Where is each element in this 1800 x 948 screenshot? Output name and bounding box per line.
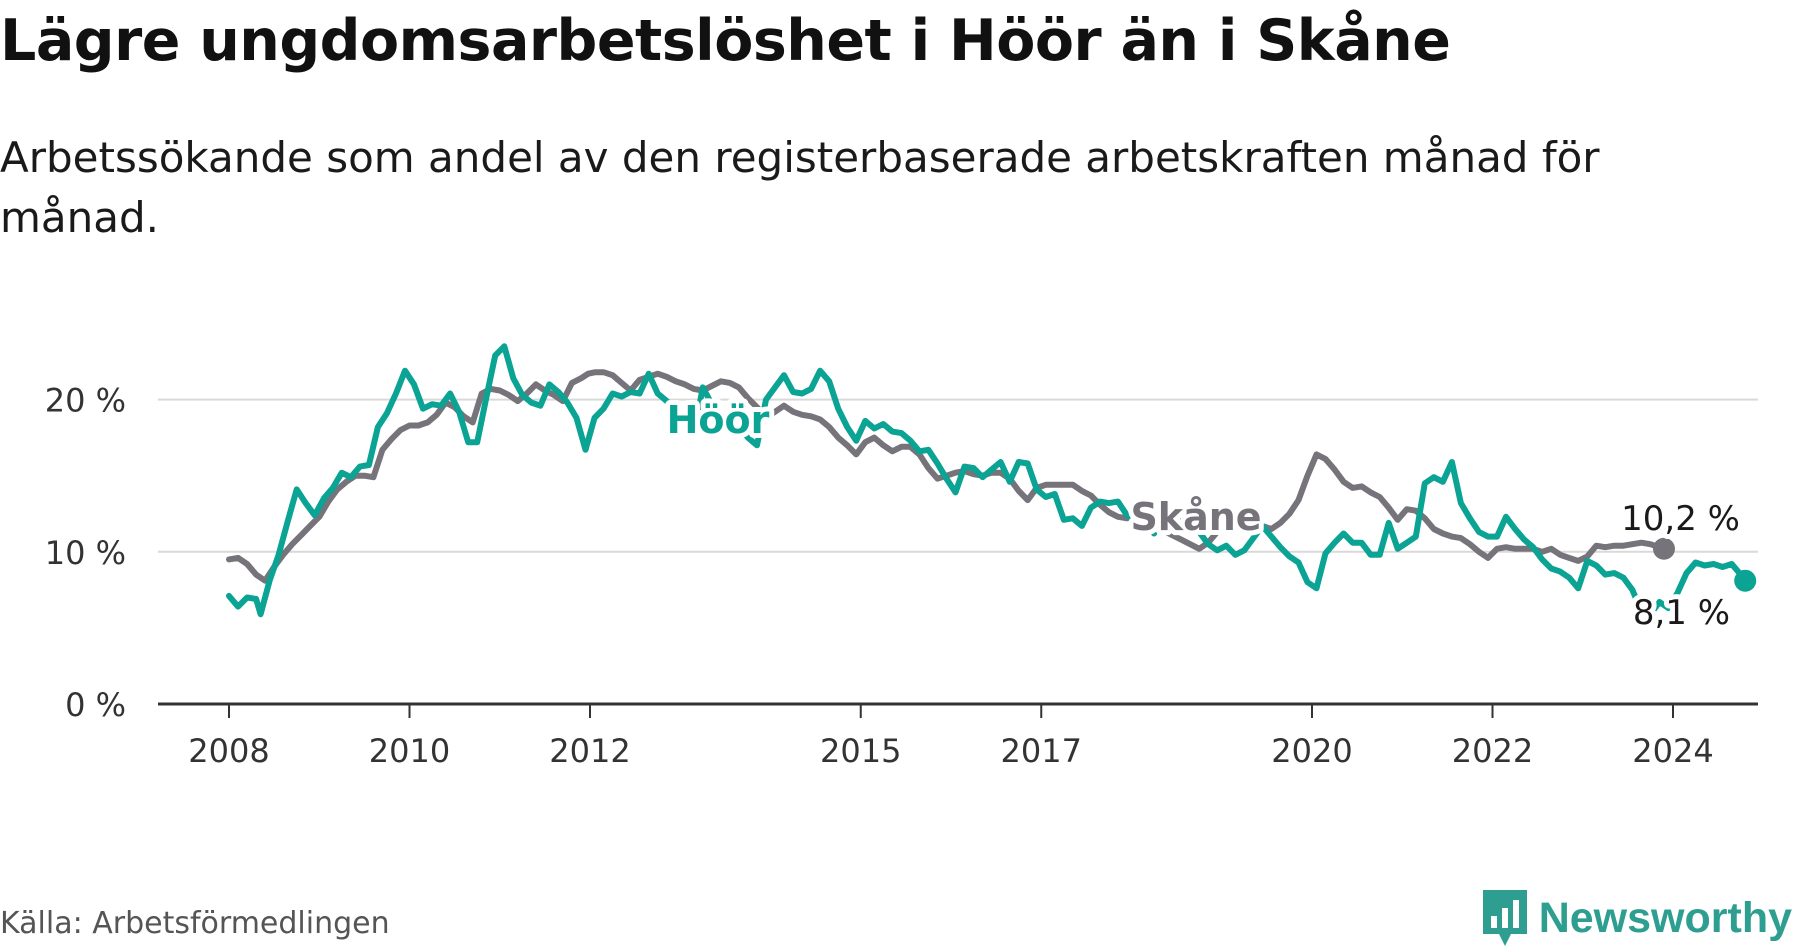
- x-tick-label: 2022: [1452, 732, 1533, 770]
- y-axis-ticks: 0 % 10 % 20 %: [45, 382, 126, 724]
- end-label-skane: 10,2 %: [1621, 499, 1740, 539]
- x-axis-ticks: 2008 2010 2012 2015 2017 2020 2022 2024: [188, 704, 1714, 770]
- end-point-skane: [1652, 537, 1675, 560]
- series-lines: [226, 343, 1757, 618]
- y-tick-label: 10 %: [45, 534, 126, 572]
- chart-title: Lägre ungdomsarbetslöshet i Höör än i Sk…: [0, 8, 1451, 74]
- inline-label-skane: Skåne: [1130, 495, 1261, 539]
- x-tick-label: 2008: [188, 732, 269, 770]
- brand-name: Newsworthy: [1538, 893, 1792, 942]
- chart-subtitle: Arbetssökande som andel av den registerb…: [0, 133, 1600, 242]
- y-tick-label: 0 %: [65, 686, 126, 724]
- x-tick-label: 2015: [820, 732, 901, 770]
- x-tick-label: 2024: [1632, 732, 1713, 770]
- x-tick-label: 2012: [549, 732, 630, 770]
- line-chart: 0 % 10 % 20 % 2008 2010 2012 2015 2017 2020 2022…: [45, 343, 1758, 770]
- inline-label-hoor: Höör: [667, 398, 770, 442]
- x-tick-label: 2020: [1271, 732, 1352, 770]
- end-point-hoor: [1734, 569, 1757, 592]
- x-tick-label: 2010: [369, 732, 450, 770]
- end-label-hoor: 8,1 %: [1633, 593, 1730, 633]
- source-note: Källa: Arbetsförmedlingen: [0, 906, 390, 941]
- newsworthy-logo-icon: [1482, 890, 1527, 946]
- x-tick-label: 2017: [1001, 732, 1082, 770]
- series-labels: Höör Skåne 10,2 % 8,1 %: [662, 393, 1745, 638]
- brand-logo[interactable]: Newsworthy: [1481, 888, 1792, 948]
- series-line-hoor: [226, 343, 1749, 618]
- y-tick-label: 20 %: [45, 382, 126, 420]
